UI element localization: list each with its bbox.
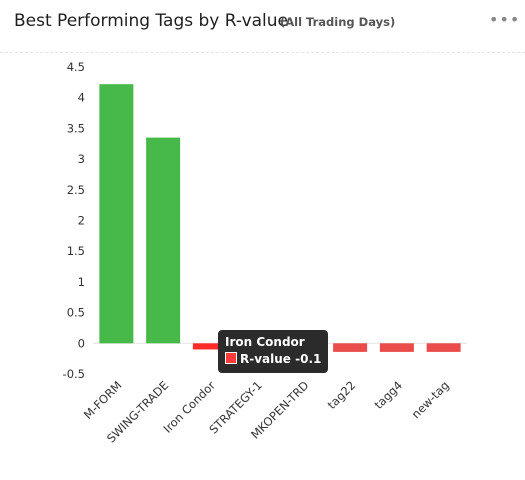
x-tick-label: M-FORM: [81, 378, 125, 422]
tooltip-category: Iron Condor: [225, 335, 305, 349]
bar[interactable]: [99, 84, 134, 344]
y-tick-label: 0.5: [67, 306, 85, 320]
chart-subtitle: (All Trading Days): [280, 15, 396, 29]
tooltip-row: R-value -0.1: [225, 351, 321, 368]
y-tick-label: 1: [78, 275, 85, 289]
y-tick-label: 4: [78, 91, 85, 105]
chart-tooltip: Iron Condor R-value -0.1: [218, 330, 329, 373]
y-tick-label: 3.5: [67, 121, 85, 135]
bar[interactable]: [146, 137, 181, 344]
y-tick-label: 2.5: [67, 183, 85, 197]
y-tick-label: 0: [78, 336, 85, 350]
bar[interactable]: [333, 343, 368, 352]
x-tick-label: new-tag: [409, 378, 452, 421]
chart-title: Best Performing Tags by R-value: [14, 11, 289, 31]
y-tick-label: 2: [78, 214, 85, 228]
bar[interactable]: [379, 343, 414, 352]
tooltip-series: R-value: [240, 352, 291, 366]
tooltip-value: -0.1: [295, 352, 322, 366]
y-tick-label: 3: [78, 152, 85, 166]
bar[interactable]: [192, 343, 227, 350]
y-tick-label: -0.5: [63, 367, 85, 381]
y-tick-label: 4.5: [67, 60, 85, 74]
tooltip-swatch: [225, 352, 237, 364]
y-tick-label: 1.5: [67, 244, 85, 258]
card-header: Best Performing Tags by R-value (All Tra…: [0, 0, 525, 53]
x-tick-label: tagg4: [371, 378, 405, 412]
bar[interactable]: [426, 343, 461, 352]
x-tick-label: tag22: [325, 378, 359, 412]
bar-chart: -0.500.511.522.533.544.5M-FORMSWING-TRAD…: [63, 60, 467, 446]
more-horizontal-icon[interactable]: •••: [489, 10, 521, 29]
